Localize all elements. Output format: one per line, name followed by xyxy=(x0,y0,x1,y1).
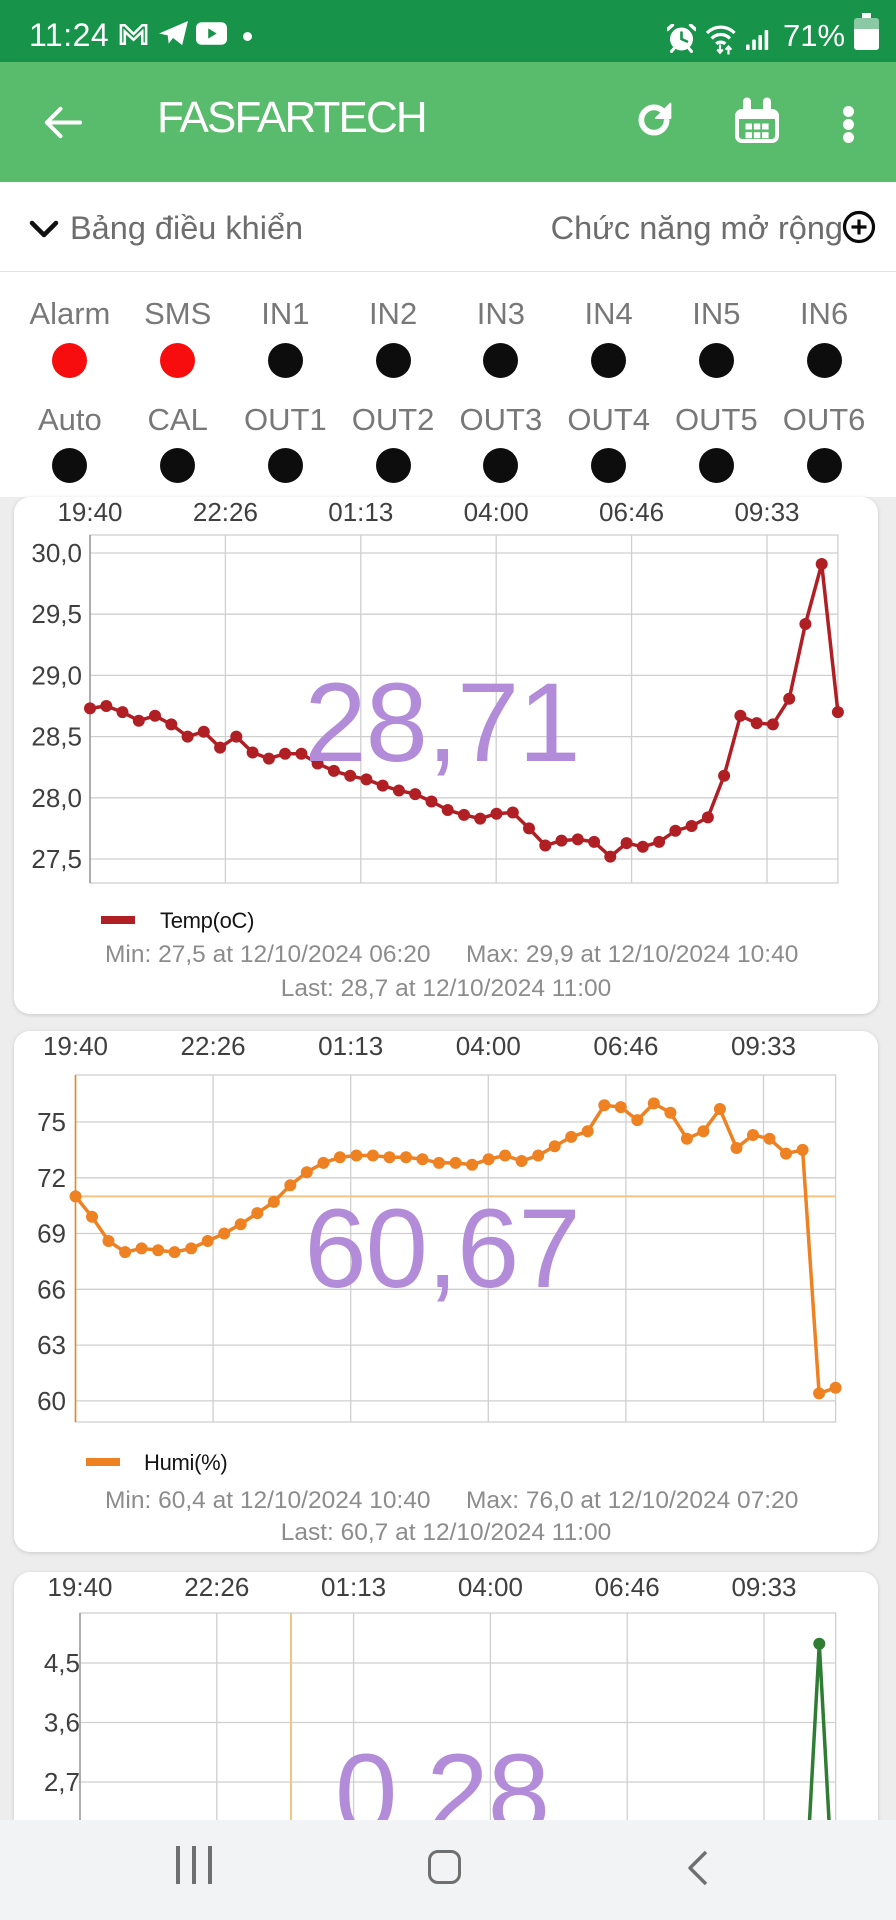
svg-text:4,53,62,7: 4,5 3,6 2,7 xyxy=(44,1648,80,1797)
svg-text:30,029,529,028,528,027,5: 30,0 29,5 29,0 28,5 28,0 27,5 xyxy=(31,538,82,874)
